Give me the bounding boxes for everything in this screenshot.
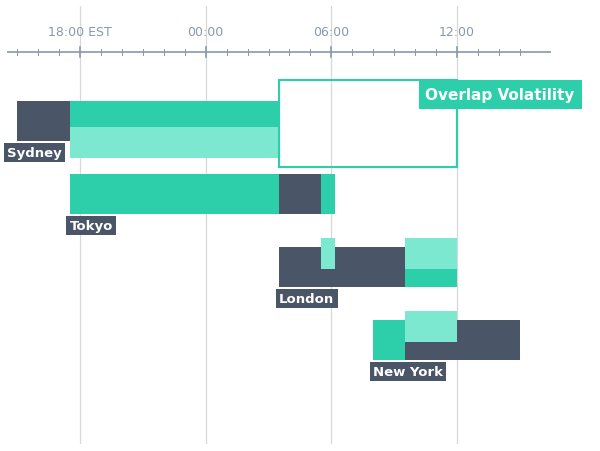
Bar xyxy=(279,175,321,215)
Bar xyxy=(279,248,404,288)
Bar xyxy=(70,175,279,215)
Bar xyxy=(404,239,457,269)
Bar xyxy=(373,321,404,360)
Text: London: London xyxy=(279,292,334,305)
Text: 18:00 EST: 18:00 EST xyxy=(49,26,112,39)
Bar xyxy=(404,248,457,288)
Text: 06:00: 06:00 xyxy=(313,26,349,39)
Text: New York: New York xyxy=(373,365,443,378)
Bar xyxy=(17,102,70,142)
Bar xyxy=(70,102,279,142)
Bar xyxy=(404,321,520,360)
Bar xyxy=(404,311,457,342)
Bar xyxy=(321,175,335,215)
Bar xyxy=(70,128,279,159)
Text: Sydney: Sydney xyxy=(7,147,62,160)
Bar xyxy=(279,81,457,168)
Text: 12:00: 12:00 xyxy=(439,26,475,39)
Text: Overlap Volatility: Overlap Volatility xyxy=(425,87,575,103)
Text: 00:00: 00:00 xyxy=(188,26,224,39)
Text: Tokyo: Tokyo xyxy=(70,219,113,232)
Bar xyxy=(321,239,335,269)
